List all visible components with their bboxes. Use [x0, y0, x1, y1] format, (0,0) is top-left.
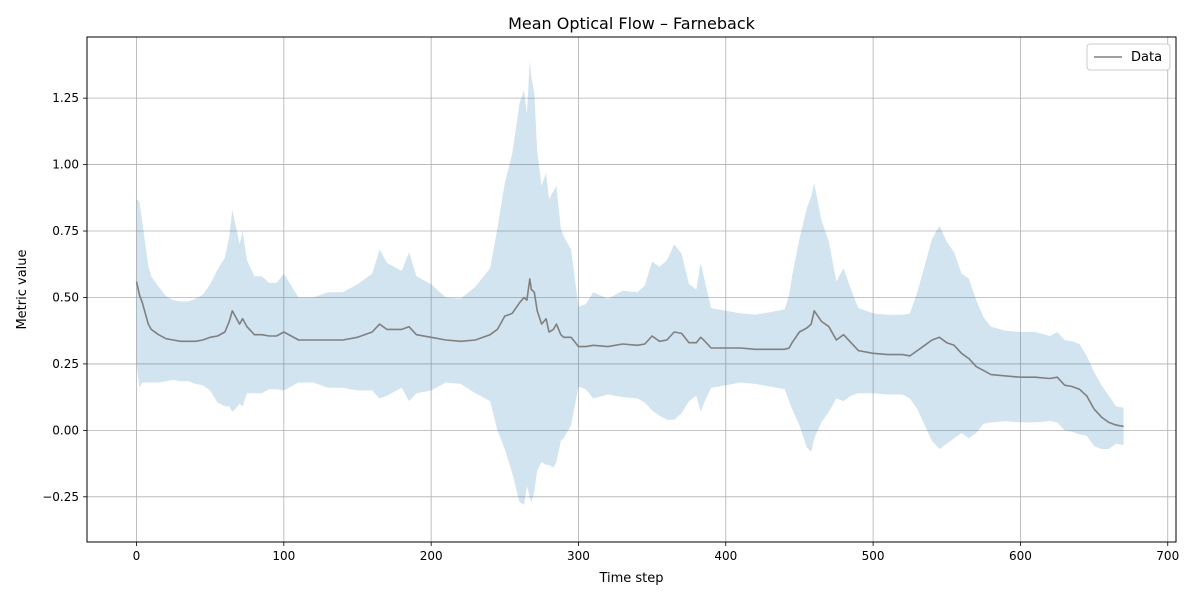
y-tick-label: −0.25: [42, 490, 79, 504]
chart-title: Mean Optical Flow – Farneback: [508, 14, 756, 33]
x-tick-label: 600: [1009, 549, 1032, 563]
x-tick-label: 100: [272, 549, 295, 563]
legend-label-data: Data: [1131, 50, 1162, 65]
y-tick-label: 0.00: [52, 423, 79, 437]
x-tick-label: 200: [420, 549, 443, 563]
y-axis-label: Metric value: [15, 249, 30, 329]
series-line-layer: [135, 278, 1124, 428]
std-band: [136, 60, 1124, 505]
x-tick-label: 500: [862, 549, 885, 563]
y-tick-label: 0.75: [52, 224, 79, 238]
x-tick-label: 700: [1156, 549, 1179, 563]
series-line-data: [135, 278, 1124, 428]
grid-lines: [87, 37, 1176, 542]
legend: Data: [1086, 43, 1171, 71]
axis-ticks: 0 100 200 300 400 500 600 700 −0.25 0.00 0.25 0.50 0…: [42, 91, 1179, 563]
plot-area-background: [87, 37, 1176, 542]
y-tick-label: 0.25: [52, 357, 79, 371]
x-tick-label: 400: [714, 549, 737, 563]
x-tick-label: 0: [133, 549, 141, 563]
y-tick-label: 0.50: [52, 290, 79, 304]
legend-box: [1086, 43, 1171, 71]
x-axis-label: Time step: [598, 571, 663, 586]
y-tick-label: 1.25: [52, 91, 79, 105]
std-band-layer: [136, 60, 1124, 505]
x-tick-label: 300: [567, 549, 590, 563]
plot-frame: [86, 36, 1177, 543]
y-tick-label: 1.00: [52, 158, 79, 172]
